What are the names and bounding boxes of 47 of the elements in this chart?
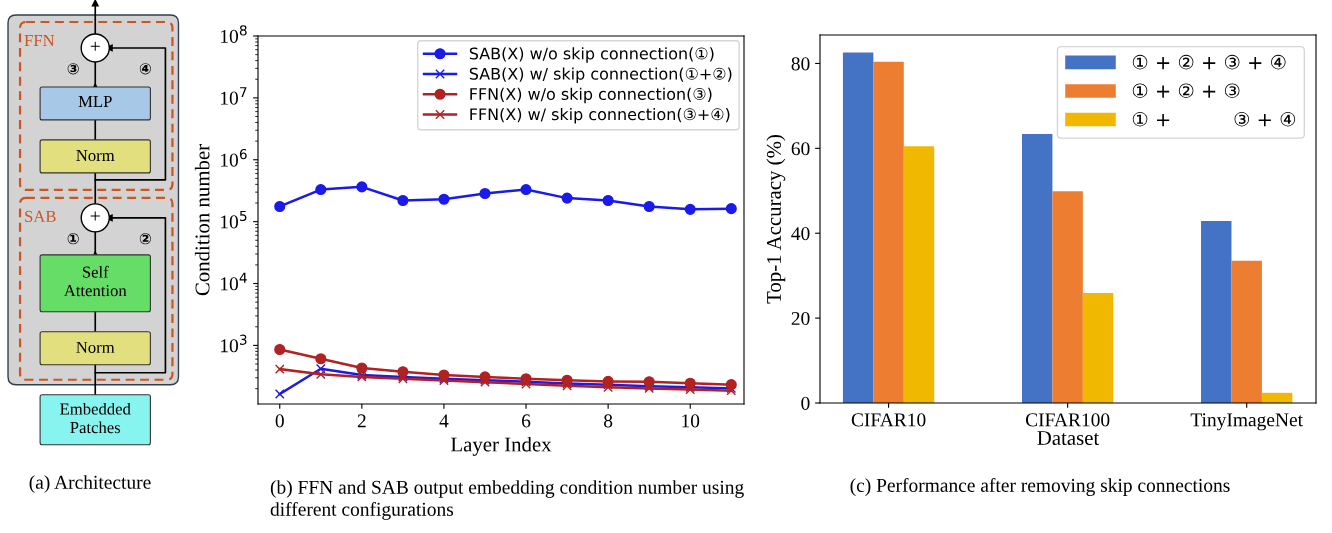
text: MLP (78, 96, 112, 107)
x-tick-label: TinyImageNet (1190, 413, 1303, 431)
legend-label: FFN(X) w/ skip connection(③+④) (470, 107, 730, 124)
legend-label: SAB(X) w/ skip connection(①+②) (469, 67, 732, 83)
x-tick-label: CIFAR100 (1025, 413, 1110, 427)
y-tick-label: 10$^{5}$ (221, 210, 247, 229)
x-tick-label: 4 (439, 414, 449, 428)
legend-label: ① + ② + ③ (1132, 83, 1240, 98)
legend-label: ① + ③ + ④ (1132, 111, 1296, 127)
text: ② (139, 233, 151, 245)
y-tick-label: 80 (791, 57, 810, 71)
y-tick-label: 10$^{8}$ (221, 25, 247, 43)
text: Norm (76, 150, 115, 162)
y-tick-label: 20 (791, 311, 810, 326)
y-tick-label: 10$^{4}$ (221, 272, 247, 291)
x-tick-label: 10 (682, 414, 700, 428)
legend-label: ① + ② + ③ + ④ (1132, 54, 1286, 70)
text: Norm (76, 341, 115, 353)
text: ④ (139, 63, 151, 75)
text: SAB (25, 210, 56, 223)
text: ③ (67, 63, 79, 75)
text: Self Attention (63, 265, 127, 297)
text: + (90, 41, 100, 51)
text: (a) Architecture (29, 475, 151, 493)
x-tick-label: 0 (275, 414, 284, 428)
text: (c) Performance after removing skip connections (850, 478, 1230, 496)
y-axis-title: Top-1 Accuracy (%) (766, 135, 786, 304)
x-axis-title: Dataset (1037, 431, 1100, 446)
x-axis-title: Layer Index (450, 436, 552, 456)
legend-label: FFN(X) w/o skip connection(③) (470, 87, 712, 104)
x-tick-label: 6 (522, 414, 531, 428)
y-axis-title: Condition number (194, 144, 210, 296)
legend-label: SAB(X) w/o skip connection(①) (469, 47, 714, 63)
x-tick-label: 2 (357, 414, 366, 428)
y-tick-label: 60 (791, 142, 810, 156)
text: + (90, 211, 100, 221)
y-tick-label: 0 (801, 396, 810, 410)
x-tick-label: 8 (604, 414, 613, 428)
y-tick-label: 10$^{6}$ (221, 148, 247, 167)
y-tick-label: 10$^{3}$ (221, 334, 247, 353)
text: FFN (24, 35, 55, 46)
y-tick-label: 40 (791, 227, 810, 241)
y-tick-label: 10$^{7}$ (221, 87, 247, 105)
text: (b) FFN and SAB output embedding condition number using different configurations (270, 480, 744, 520)
x-tick-label: CIFAR10 (851, 413, 926, 427)
text: Embedded Patches (60, 402, 131, 434)
text: ① (67, 233, 79, 245)
